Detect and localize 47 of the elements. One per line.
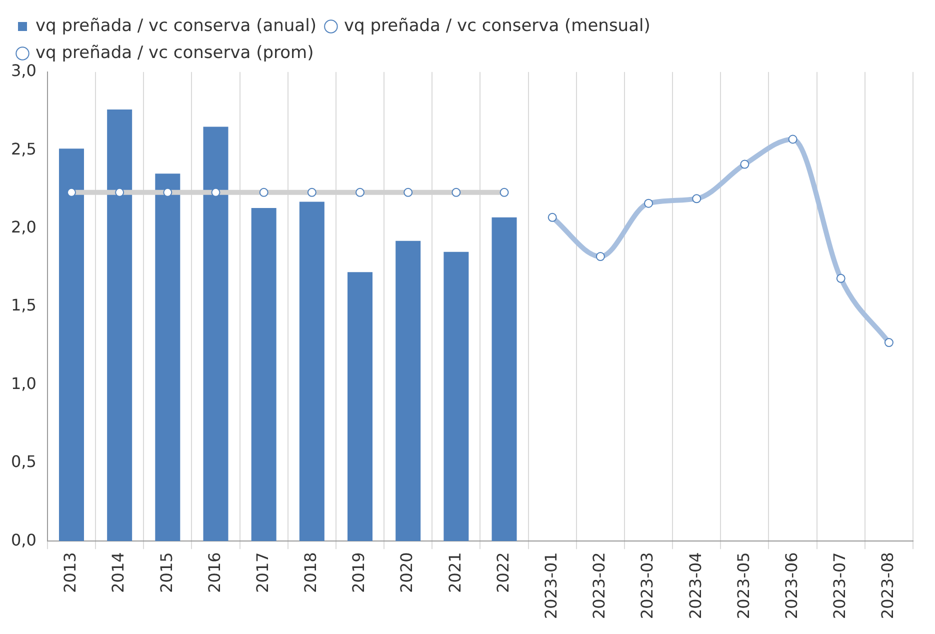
- point: [115, 188, 124, 197]
- x-tick-label: 2014: [108, 552, 128, 593]
- y-tick-label: 3,0: [10, 61, 36, 80]
- y-tick-label: 1,0: [10, 374, 36, 393]
- bar: [155, 174, 180, 542]
- bar: [348, 272, 373, 542]
- x-tick-label: 2023-01: [542, 552, 561, 620]
- y-tick-label: 0,0: [10, 530, 36, 550]
- y-tick-label: 2,5: [10, 139, 36, 158]
- bar: [58, 148, 84, 542]
- point: [500, 188, 509, 197]
- bar: [299, 202, 324, 542]
- bar: [251, 208, 276, 542]
- y-tick-label: 0,5: [10, 452, 36, 472]
- y-tick-label: 2,0: [10, 218, 36, 237]
- x-tick-label: 2019: [349, 552, 368, 593]
- legend-label: vq preñada / vc conserva (anual): [36, 16, 316, 36]
- x-tick-label: 2023-03: [638, 552, 657, 620]
- bar: [396, 240, 421, 542]
- x-tick-label: 2017: [252, 552, 272, 593]
- x-tick-label: 2021: [445, 552, 464, 593]
- x-tick-label: 2016: [204, 552, 224, 593]
- point: [452, 188, 461, 197]
- x-tick-label: 2023-04: [686, 552, 705, 620]
- x-tick-label: 2023-08: [878, 552, 898, 620]
- point: [307, 188, 316, 197]
- y-tick-label: 1,5: [10, 296, 36, 315]
- point: [404, 188, 413, 197]
- legend-label: vq preñada / vc conserva (prom): [36, 42, 314, 63]
- x-tick-label: 2022: [493, 552, 512, 593]
- x-tick-label: 2023-06: [782, 552, 801, 620]
- point: [163, 188, 172, 197]
- point: [211, 188, 220, 197]
- x-tick-label: 2015: [156, 552, 176, 593]
- bar: [107, 110, 132, 542]
- x-tick-label: 2018: [301, 552, 320, 593]
- point: [259, 188, 268, 197]
- point: [356, 188, 365, 197]
- legend-label: vq preñada / vc conserva (mensual): [344, 16, 650, 36]
- x-tick-label: 2023-07: [830, 552, 850, 620]
- x-tick-label: 2023-02: [590, 552, 609, 620]
- bar: [444, 252, 469, 542]
- bar: [492, 217, 517, 542]
- x-tick-label: 2013: [60, 552, 80, 593]
- x-tick-label: 2023-05: [734, 552, 753, 620]
- x-tick-label: 2020: [397, 552, 416, 593]
- bar: [203, 126, 228, 542]
